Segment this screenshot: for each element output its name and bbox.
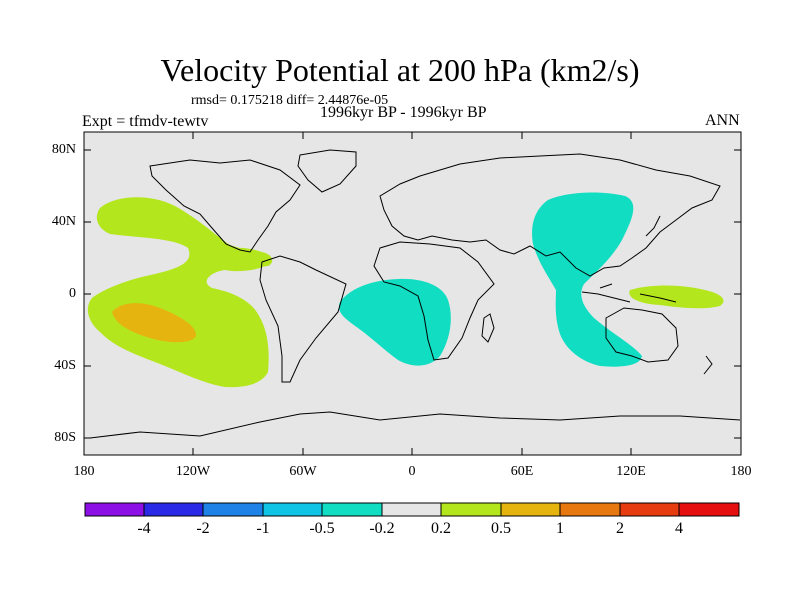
negative-field-south-atlantic	[338, 278, 451, 366]
colorbar-label-7: 1	[556, 520, 564, 537]
lat-label-40s: 40S	[54, 358, 76, 373]
coast-australia	[605, 307, 679, 363]
colorbar-label-6: 0.5	[491, 520, 511, 537]
season-label: ANN	[705, 112, 740, 129]
coast-antarctica	[89, 411, 741, 439]
experiment-label: Expt = tfmdv-tewtv	[82, 113, 209, 130]
coast-new-zealand	[703, 355, 713, 375]
colorbar-box-10	[678, 502, 740, 517]
period-label: 1996kyr BP - 1996kyr BP	[320, 104, 487, 121]
lon-ticks	[192, 132, 632, 455]
lat-ticks	[84, 149, 741, 439]
coast-indonesia	[581, 283, 677, 303]
colorbar-label-5: 0.2	[431, 520, 451, 537]
colorbar	[84, 502, 740, 517]
colorbar-label-9: 4	[675, 520, 683, 537]
coast-south-america	[259, 255, 347, 383]
colorbar-box-1	[143, 502, 204, 517]
map-title: Velocity Potential at 200 hPa (km2/s)	[160, 52, 640, 88]
strong-positive-core	[112, 303, 197, 343]
coast-eurasia	[379, 153, 721, 277]
lat-label-0: 0	[69, 286, 76, 301]
coast-japan	[645, 215, 661, 237]
coast-madagascar	[481, 313, 495, 343]
colorbar-box-0	[84, 502, 145, 517]
positive-field-central-america	[228, 247, 273, 267]
colorbar-box-4	[321, 502, 383, 517]
colorbar-box-9	[619, 502, 680, 517]
colorbar-box-6	[440, 502, 502, 517]
colorbar-box-8	[559, 502, 621, 517]
lon-label-0: 0	[408, 464, 416, 479]
colorbar-label-8: 2	[616, 520, 624, 537]
lon-label-120w: 120W	[175, 464, 211, 479]
colorbar-box-7	[500, 502, 561, 517]
lon-label-120e: 120E	[616, 464, 646, 479]
coast-north-america	[149, 159, 301, 253]
lon-label-60e: 60E	[510, 464, 534, 479]
negative-field-asia-indian-ocean	[532, 192, 642, 367]
colorbar-box-5	[381, 502, 442, 517]
lat-label-40n: 40N	[51, 214, 76, 229]
coast-africa	[373, 241, 495, 361]
lat-label-80s: 80S	[54, 430, 76, 445]
positive-field-east-pacific	[87, 197, 273, 388]
coast-greenland	[297, 149, 357, 193]
lon-label-60w: 60W	[289, 464, 317, 479]
lon-label-180e: 180	[730, 464, 752, 479]
colorbar-label-0: -4	[137, 520, 151, 537]
lat-label-80n: 80N	[51, 142, 76, 157]
colorbar-label-2: -1	[256, 520, 270, 537]
colorbar-box-3	[262, 502, 323, 517]
stats-line: rmsd= 0.175218 diff= 2.44876e-05	[191, 93, 389, 108]
colorbar-box-2	[202, 502, 264, 517]
colorbar-label-4: -0.2	[369, 520, 395, 537]
colorbar-label-1: -2	[196, 520, 210, 537]
coastlines	[89, 149, 741, 439]
colorbar-label-3: -0.5	[309, 520, 335, 537]
lon-label-180w: 180	[73, 464, 95, 479]
positive-field-west-pacific	[629, 285, 724, 309]
